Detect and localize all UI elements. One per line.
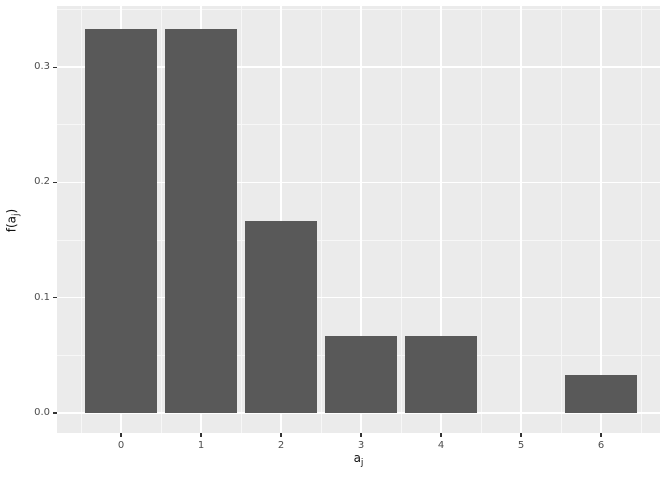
- gridline-minor-x: [400, 6, 402, 433]
- y-axis-title-subscript: j: [11, 213, 22, 216]
- y-axis-title-post: ): [4, 208, 19, 214]
- y-axis-tick: [53, 412, 57, 414]
- x-axis-title: aj: [57, 449, 660, 468]
- bar: [245, 220, 317, 413]
- bar: [325, 336, 397, 413]
- y-tick-label: 0.1: [34, 291, 50, 303]
- x-axis-title-base: a: [353, 451, 361, 465]
- gridline-minor-x: [480, 6, 482, 433]
- gridline-major-x: [600, 6, 602, 433]
- gridline-major-y: [57, 181, 660, 184]
- x-axis-tick: [600, 433, 602, 437]
- bar: [405, 336, 477, 413]
- x-axis-tick: [440, 433, 442, 437]
- gridline-major-x: [440, 6, 442, 433]
- x-axis-tick: [280, 433, 282, 437]
- x-tick-label: 1: [197, 440, 205, 451]
- gridline-minor-y: [57, 9, 660, 10]
- bar: [165, 28, 237, 413]
- y-tick-label: 0.0: [34, 407, 50, 418]
- gridline-minor-x: [640, 6, 642, 433]
- x-axis-title-subscript: j: [360, 458, 364, 468]
- x-tick-label: 0: [117, 440, 125, 451]
- gridline-major-y: [57, 297, 660, 299]
- gridline-minor-x: [80, 6, 82, 433]
- plot-panel: [57, 6, 660, 433]
- y-axis-title-pre: f(a: [4, 215, 19, 233]
- y-axis-title: f(aj): [4, 192, 22, 250]
- x-tick-label: 4: [437, 440, 445, 451]
- x-tick-label: 5: [517, 440, 525, 451]
- gridline-major-x: [520, 6, 522, 433]
- x-tick-label: 3: [357, 440, 365, 451]
- gridline-major-x: [360, 6, 362, 433]
- y-tick-label: 0.2: [34, 176, 50, 188]
- gridline-minor-x: [560, 6, 562, 433]
- x-tick-label: 2: [277, 440, 285, 451]
- y-axis-tick: [53, 66, 57, 68]
- x-axis-tick: [520, 433, 522, 437]
- bar: [85, 28, 157, 413]
- gridline-minor-y: [57, 124, 660, 126]
- gridline-minor-y: [57, 239, 660, 241]
- gridline-minor-x: [320, 6, 322, 433]
- bar: [565, 374, 637, 413]
- y-axis-tick: [53, 181, 57, 183]
- x-axis-tick: [360, 433, 362, 437]
- x-tick-label: 6: [597, 440, 605, 451]
- gridline-major-y: [57, 412, 660, 414]
- y-tick-label: 0.3: [34, 61, 50, 73]
- gridline-major-y: [57, 66, 660, 68]
- gridline-major-x: [280, 6, 282, 433]
- gridline-minor-x: [240, 6, 242, 433]
- x-axis-tick: [120, 433, 122, 437]
- gridline-minor-x: [160, 6, 162, 433]
- x-axis-tick: [200, 433, 202, 437]
- y-axis-tick: [53, 297, 57, 299]
